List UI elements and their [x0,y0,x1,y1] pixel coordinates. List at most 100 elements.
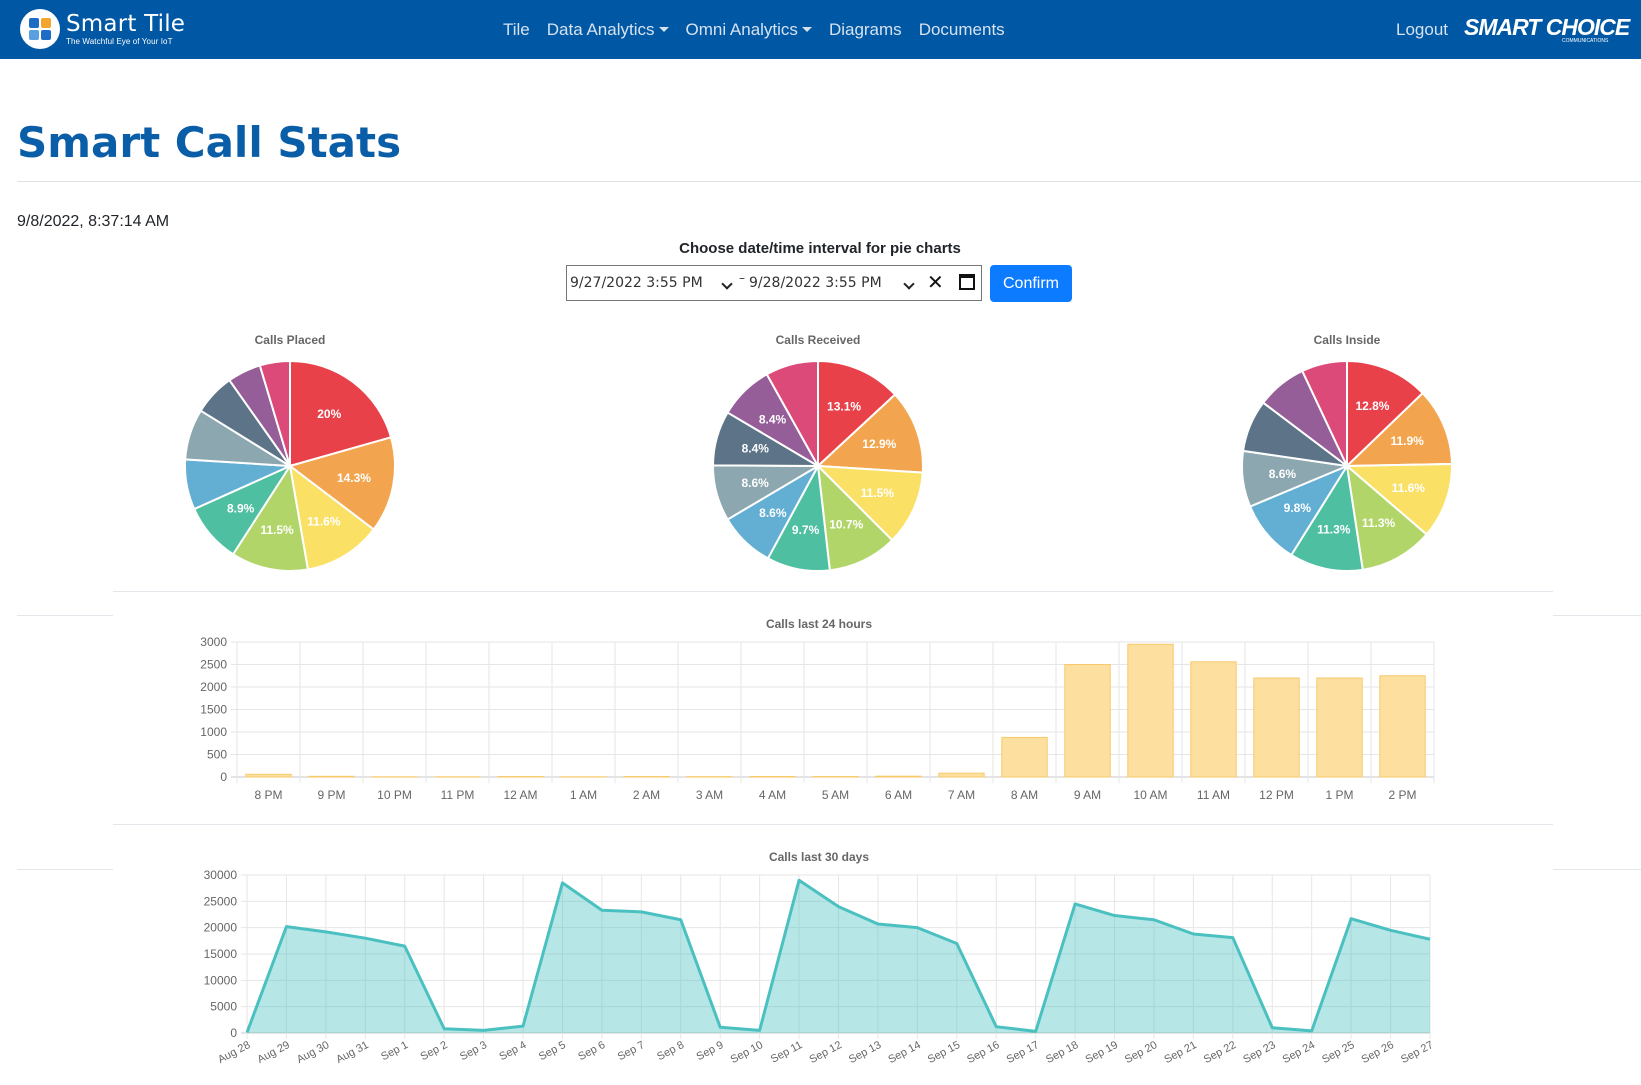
brand-logo[interactable]: Smart Tile The Watchful Eye of Your IoT [20,9,185,49]
smart-tile-logo-icon [20,9,60,49]
start-chevron-down-icon[interactable] [721,278,733,290]
pie-slice-label: 20% [317,407,341,421]
divider-2-left [17,869,113,870]
x-tick-label: Aug 31 [334,1039,370,1066]
bar [1127,643,1174,778]
divider-2 [113,824,1553,825]
x-tick-label: 3 AM [696,788,723,802]
bar [1253,677,1300,778]
x-tick-label: 5 AM [822,788,849,802]
x-tick-label: Sep 14 [886,1039,922,1066]
nav-link-documents[interactable]: Documents [918,20,1005,39]
pie-slice-label: 8.4% [759,412,787,426]
nav-links: Tile Data Analytics Omni Analytics Diagrams… [503,20,1022,40]
pie-slice [288,463,376,571]
y-tick-label: 10000 [204,973,238,987]
x-tick-label: Sep 11 [769,1039,805,1066]
divider-2-right [1553,869,1641,870]
pie-slice [1289,463,1364,572]
pie-slice [1344,463,1453,536]
x-tick-label: 1 PM [1325,788,1353,802]
x-tick-label: Sep 7 [616,1039,647,1063]
nav-link-data-analytics[interactable]: Data Analytics [547,20,669,40]
pie-charts: Calls Placed 20% 14.3% 11.6% 11.5% 8.9% Calls … [184,333,1453,572]
x-tick-label: Sep 15 [926,1039,962,1066]
x-tick-label: Sep 25 [1320,1039,1356,1066]
pie-title: Calls Received [776,333,861,347]
title-divider [17,181,1641,182]
x-tick-label: 10 PM [377,788,412,802]
page-title: Smart Call Stats [17,118,402,167]
x-tick-label: Aug 29 [255,1039,291,1066]
y-tick-label: 15000 [204,947,238,961]
y-tick-label: 2000 [200,680,227,694]
pie-slice-label: 8.6% [759,506,787,520]
x-tick-label: 11 AM [1197,788,1230,802]
end-chevron-down-icon[interactable] [903,278,915,290]
x-tick-label: Aug 28 [216,1039,252,1066]
calls-24h-bar-chart: Calls last 24 hours 0 500 1000 1500 2000 2500 3… [200,617,1435,802]
x-tick-label: Sep 26 [1360,1039,1396,1066]
calendar-icon[interactable] [959,274,975,290]
divider-1-left [17,615,113,616]
logout-link[interactable]: Logout [1396,20,1448,39]
brand-name: Smart Tile [66,10,186,37]
pie-slice [1345,463,1429,571]
x-tick-label: Aug 30 [295,1039,331,1066]
y-tick-label: 1500 [200,703,227,717]
y-tick-label: 3000 [200,635,227,649]
datetime-range-picker[interactable]: 9/27/2022 3:55 PM – 9/28/2022 3:55 PM ✕ [566,265,982,301]
pie-slice [817,359,897,469]
nav-link-diagrams[interactable]: Diagrams [828,20,902,39]
x-tick-label: Sep 5 [537,1039,568,1063]
x-tick-label: Sep 10 [729,1039,765,1066]
pie-slice [231,463,310,572]
end-datetime-field[interactable]: 9/28/2022 3:55 PM [749,275,882,291]
brand-tagline: The Watchful Eye of Your IoT [66,36,173,46]
pie-slice-label: 10.7% [829,518,863,532]
x-tick-label: Sep 23 [1241,1039,1277,1066]
divider-1-right [1553,615,1641,616]
x-tick-label: 2 PM [1388,788,1416,802]
x-tick-label: 9 AM [1074,788,1101,802]
divider-1 [113,591,1553,592]
caret-down-icon [801,27,812,32]
pie-slice-label: 8.9% [227,501,255,515]
y-tick-label: 20000 [204,921,238,935]
y-tick-label: 2500 [200,658,227,672]
pie-slice-label: 11.5% [260,523,294,537]
pie-title: Calls Placed [255,333,326,347]
x-tick-label: Sep 22 [1202,1039,1238,1066]
bar [1001,736,1048,778]
pie-slice [1344,391,1453,468]
pie-title: Calls Inside [1314,333,1381,347]
x-tick-label: Sep 8 [655,1039,686,1063]
confirm-button[interactable]: Confirm [990,265,1072,302]
x-tick-label: 9 PM [317,788,345,802]
nav-link-omni-analytics[interactable]: Omni Analytics [686,20,812,40]
x-tick-label: 12 PM [1259,788,1294,802]
pie-slice [1300,359,1348,467]
range-separator: – [739,271,745,285]
x-tick-label: Sep 18 [1044,1039,1080,1066]
y-tick-label: 30000 [204,868,238,882]
pie-slice-label: 9.8% [1284,501,1312,515]
caret-down-icon [658,27,669,32]
pie-slice [258,359,291,467]
bar-chart-title: Calls last 24 hours [766,617,872,631]
pie-slice-label: 12.8% [1355,399,1389,413]
x-tick-label: 8 PM [254,788,282,802]
pie-slice [816,463,894,572]
clear-icon[interactable]: ✕ [927,270,944,294]
start-datetime-field[interactable]: 9/27/2022 3:55 PM [570,275,703,291]
pie-slice-label: 11.6% [307,515,341,529]
nav-link-tile[interactable]: Tile [503,20,530,39]
x-tick-label: Sep 16 [965,1039,1001,1066]
y-tick-label: 1000 [200,725,227,739]
pie-slice [1346,359,1425,469]
pie-slice-label: 14.3% [337,471,371,485]
y-tick-label: 0 [230,1026,237,1040]
x-tick-label: 7 AM [948,788,975,802]
x-tick-label: Sep 17 [1005,1039,1041,1066]
x-tick-label: 10 AM [1133,788,1167,802]
